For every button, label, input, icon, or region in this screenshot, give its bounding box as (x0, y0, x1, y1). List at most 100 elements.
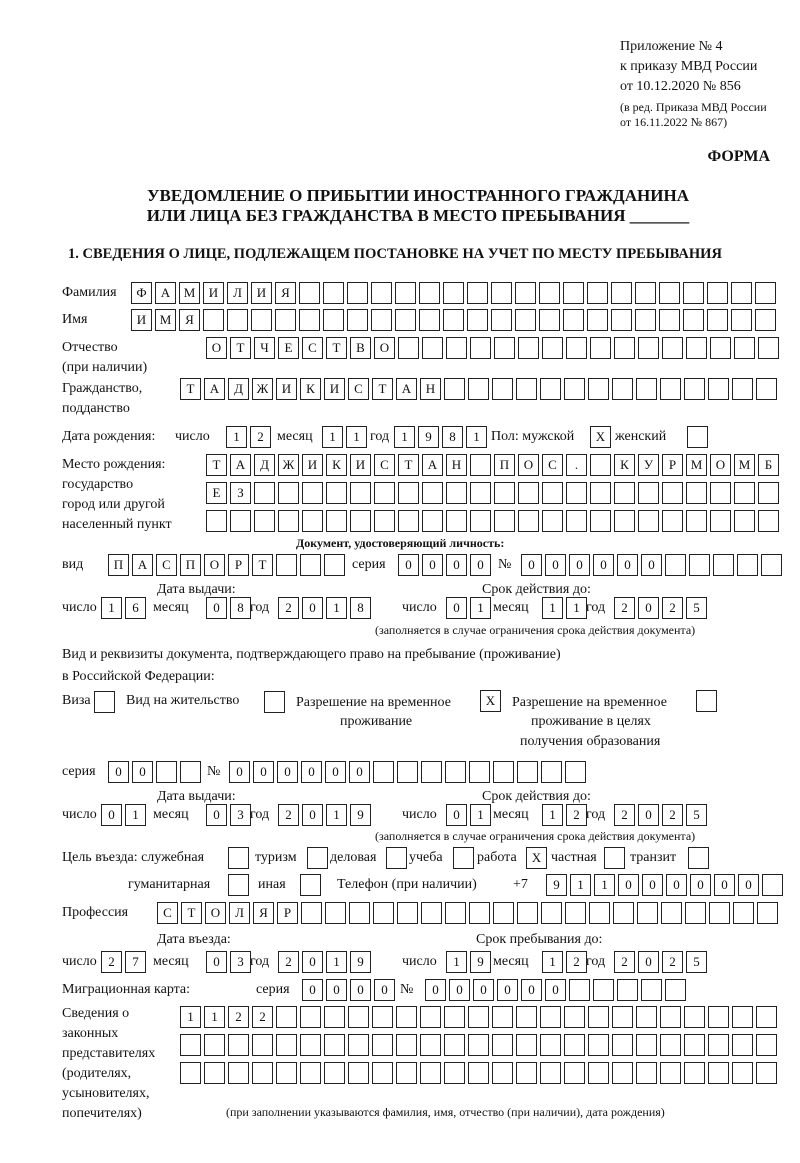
char-cell-citizenship[interactable] (708, 378, 729, 400)
char-cell-name[interactable] (683, 309, 704, 331)
char-cell-reps3[interactable] (348, 1062, 369, 1084)
checkbox-p-study[interactable] (453, 847, 474, 869)
char-cell-name[interactable] (515, 309, 536, 331)
char-cell-birthplace1[interactable]: . (566, 454, 587, 476)
char-cell-rd-number[interactable] (469, 761, 490, 783)
char-cell-doc-number[interactable] (689, 554, 710, 576)
char-cell-birthplace3[interactable] (518, 510, 539, 532)
char-cell-mc-number[interactable] (641, 979, 662, 1001)
char-cell-birthplace3[interactable] (686, 510, 707, 532)
char-cell-phone[interactable]: 1 (570, 874, 591, 896)
char-cell-doc-kind[interactable]: С (156, 554, 177, 576)
char-cell-phone[interactable]: 0 (690, 874, 711, 896)
char-cell-rd-number[interactable] (517, 761, 538, 783)
char-cell-birthplace2[interactable] (422, 482, 443, 504)
char-cell-reps1[interactable]: 1 (204, 1006, 225, 1028)
char-cell-patronymic[interactable]: С (302, 337, 323, 359)
checkbox-p-tourism[interactable] (307, 847, 328, 869)
char-cell-rd-number[interactable] (397, 761, 418, 783)
char-cell-doc-kind[interactable]: О (204, 554, 225, 576)
char-cell-doc-issue-month[interactable]: 0 (206, 597, 227, 619)
char-cell-surname[interactable]: А (155, 282, 176, 304)
char-cell-reps2[interactable] (444, 1034, 465, 1056)
char-cell-name[interactable] (587, 309, 608, 331)
char-cell-birth-month[interactable]: 1 (346, 426, 367, 448)
char-cell-birthplace1[interactable]: К (614, 454, 635, 476)
char-cell-patronymic[interactable] (542, 337, 563, 359)
char-cell-name[interactable]: М (155, 309, 176, 331)
char-cell-stay-day[interactable]: 1 (446, 951, 467, 973)
char-cell-citizenship[interactable] (684, 378, 705, 400)
char-cell-phone[interactable]: 9 (546, 874, 567, 896)
char-cell-patronymic[interactable] (662, 337, 683, 359)
char-cell-doc-issue-year[interactable]: 1 (326, 597, 347, 619)
char-cell-doc-kind[interactable]: А (132, 554, 153, 576)
char-cell-citizenship[interactable]: Д (228, 378, 249, 400)
char-cell-profession[interactable] (349, 902, 370, 924)
char-cell-patronymic[interactable] (638, 337, 659, 359)
char-cell-surname[interactable] (491, 282, 512, 304)
char-cell-birthplace2[interactable] (614, 482, 635, 504)
checkbox-p-work[interactable]: X (526, 847, 547, 869)
char-cell-profession[interactable] (517, 902, 538, 924)
char-cell-birthplace3[interactable] (302, 510, 323, 532)
char-cell-birthplace2[interactable] (326, 482, 347, 504)
char-cell-citizenship[interactable] (444, 378, 465, 400)
char-cell-rd-valid-day[interactable]: 0 (446, 804, 467, 826)
char-cell-surname[interactable]: Ф (131, 282, 152, 304)
char-cell-doc-valid-day[interactable]: 0 (446, 597, 467, 619)
char-cell-birthplace1[interactable] (590, 454, 611, 476)
char-cell-doc-kind[interactable] (324, 554, 345, 576)
char-cell-reps1[interactable] (756, 1006, 777, 1028)
char-cell-birthplace2[interactable] (710, 482, 731, 504)
char-cell-rd-number[interactable] (373, 761, 394, 783)
char-cell-citizenship[interactable]: Ж (252, 378, 273, 400)
char-cell-citizenship[interactable]: К (300, 378, 321, 400)
char-cell-stay-day[interactable]: 9 (470, 951, 491, 973)
char-cell-rd-valid-day[interactable]: 1 (470, 804, 491, 826)
char-cell-birthplace3[interactable] (758, 510, 779, 532)
char-cell-reps1[interactable] (684, 1006, 705, 1028)
char-cell-patronymic[interactable] (590, 337, 611, 359)
char-cell-reps2[interactable] (252, 1034, 273, 1056)
char-cell-rd-number[interactable]: 0 (277, 761, 298, 783)
char-cell-profession[interactable]: О (205, 902, 226, 924)
char-cell-profession[interactable] (373, 902, 394, 924)
char-cell-birthplace1[interactable]: У (638, 454, 659, 476)
char-cell-reps1[interactable] (612, 1006, 633, 1028)
char-cell-doc-kind[interactable]: П (180, 554, 201, 576)
char-cell-rd-valid-year[interactable]: 0 (638, 804, 659, 826)
char-cell-reps3[interactable] (684, 1062, 705, 1084)
char-cell-mc-number[interactable]: 0 (497, 979, 518, 1001)
char-cell-birth-year[interactable]: 9 (418, 426, 439, 448)
char-cell-name[interactable] (227, 309, 248, 331)
char-cell-citizenship[interactable] (516, 378, 537, 400)
char-cell-mc-number[interactable] (569, 979, 590, 1001)
char-cell-reps2[interactable] (372, 1034, 393, 1056)
char-cell-citizenship[interactable]: Н (420, 378, 441, 400)
char-cell-doc-number[interactable]: 0 (545, 554, 566, 576)
char-cell-birthplace3[interactable] (662, 510, 683, 532)
char-cell-doc-number[interactable]: 0 (593, 554, 614, 576)
char-cell-name[interactable] (563, 309, 584, 331)
char-cell-birthplace2[interactable] (734, 482, 755, 504)
char-cell-reps2[interactable] (396, 1034, 417, 1056)
char-cell-profession[interactable] (709, 902, 730, 924)
char-cell-doc-valid-year[interactable]: 2 (662, 597, 683, 619)
char-cell-reps3[interactable] (324, 1062, 345, 1084)
char-cell-profession[interactable] (589, 902, 610, 924)
char-cell-reps2[interactable] (660, 1034, 681, 1056)
char-cell-phone[interactable]: 0 (666, 874, 687, 896)
char-cell-entry-day[interactable]: 7 (125, 951, 146, 973)
char-cell-birthplace2[interactable] (374, 482, 395, 504)
char-cell-reps1[interactable] (516, 1006, 537, 1028)
char-cell-doc-issue-day[interactable]: 6 (125, 597, 146, 619)
char-cell-phone[interactable]: 1 (594, 874, 615, 896)
char-cell-doc-kind[interactable] (300, 554, 321, 576)
char-cell-citizenship[interactable]: С (348, 378, 369, 400)
char-cell-patronymic[interactable] (566, 337, 587, 359)
char-cell-reps2[interactable] (468, 1034, 489, 1056)
char-cell-reps3[interactable] (732, 1062, 753, 1084)
char-cell-rd-series[interactable] (180, 761, 201, 783)
char-cell-surname[interactable] (515, 282, 536, 304)
